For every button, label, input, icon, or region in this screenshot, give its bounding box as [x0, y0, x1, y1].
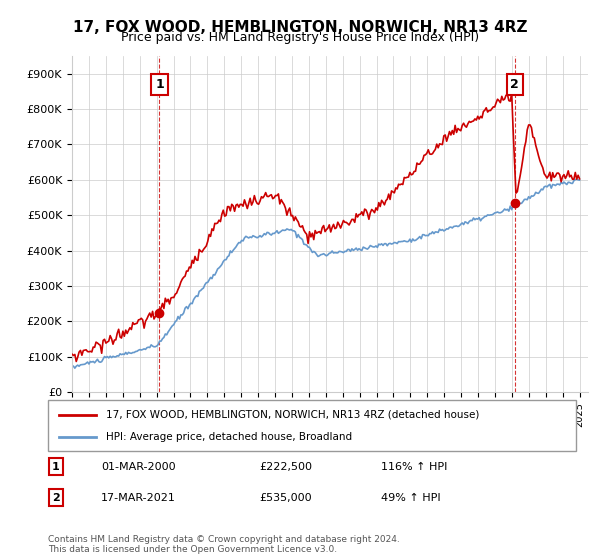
Text: £535,000: £535,000	[259, 493, 312, 503]
Text: 1: 1	[52, 461, 60, 472]
Text: HPI: Average price, detached house, Broadland: HPI: Average price, detached house, Broa…	[106, 432, 352, 442]
Text: 17-MAR-2021: 17-MAR-2021	[101, 493, 176, 503]
Text: £222,500: £222,500	[259, 461, 312, 472]
Text: 17, FOX WOOD, HEMBLINGTON, NORWICH, NR13 4RZ: 17, FOX WOOD, HEMBLINGTON, NORWICH, NR13…	[73, 20, 527, 35]
Text: 01-MAR-2000: 01-MAR-2000	[101, 461, 175, 472]
FancyBboxPatch shape	[48, 400, 576, 451]
Text: 2: 2	[511, 78, 519, 91]
Text: 2: 2	[52, 493, 60, 503]
Text: 116% ↑ HPI: 116% ↑ HPI	[380, 461, 447, 472]
Text: Contains HM Land Registry data © Crown copyright and database right 2024.
This d: Contains HM Land Registry data © Crown c…	[48, 535, 400, 554]
Text: 49% ↑ HPI: 49% ↑ HPI	[380, 493, 440, 503]
Text: 1: 1	[155, 78, 164, 91]
Text: 17, FOX WOOD, HEMBLINGTON, NORWICH, NR13 4RZ (detached house): 17, FOX WOOD, HEMBLINGTON, NORWICH, NR13…	[106, 409, 479, 419]
Text: Price paid vs. HM Land Registry's House Price Index (HPI): Price paid vs. HM Land Registry's House …	[121, 31, 479, 44]
